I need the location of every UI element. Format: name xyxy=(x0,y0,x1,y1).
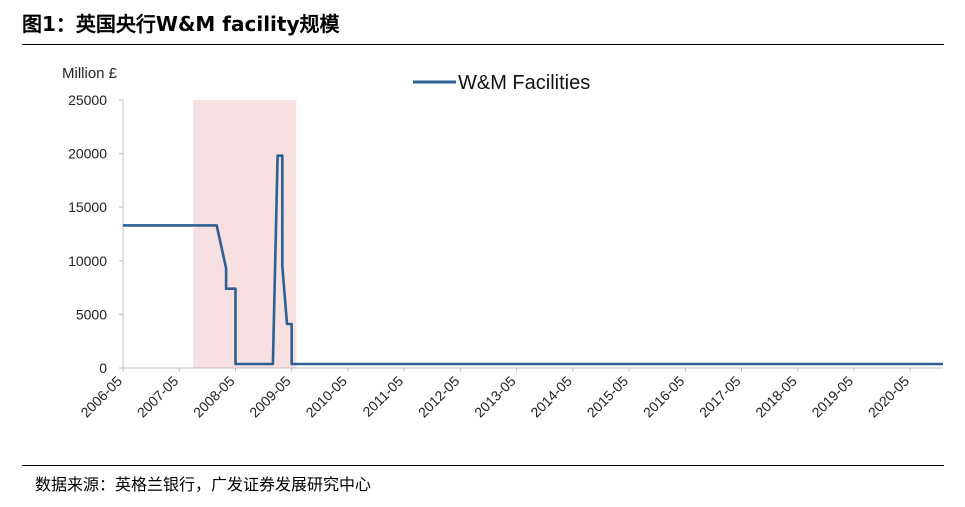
x-tick-label: 2015-05 xyxy=(584,373,632,421)
x-axis-ticks: 2006-05 2007-05 2008-05 2009-05 2010-05 2011-… xyxy=(77,368,912,420)
legend: W&M Facilities xyxy=(413,72,590,94)
x-tick-label: 2006-05 xyxy=(77,373,125,421)
y-tick-label: 15000 xyxy=(68,199,107,215)
x-tick-label: 2017-05 xyxy=(696,373,744,421)
x-tick-label: 2018-05 xyxy=(752,373,800,421)
x-tick-label: 2011-05 xyxy=(359,373,406,420)
source-rule xyxy=(22,465,944,466)
y-tick-label: 20000 xyxy=(68,146,107,162)
y-tick-label: 25000 xyxy=(68,92,107,108)
source-note: 数据来源：英格兰银行，广发证券发展研究中心 xyxy=(35,475,372,494)
line-chart: 0 5000 10000 15000 20000 25000 2006-05 2007-05… xyxy=(62,65,943,420)
y-axis-ticks: 0 5000 10000 15000 20000 25000 xyxy=(68,92,123,376)
x-tick-label: 2008-05 xyxy=(190,373,238,421)
legend-label-wm-facilities: W&M Facilities xyxy=(458,72,590,94)
y-tick-label: 0 xyxy=(99,360,107,376)
x-tick-label: 2014-05 xyxy=(527,373,575,421)
title-rule xyxy=(22,44,944,45)
x-tick-label: 2010-05 xyxy=(302,373,350,421)
x-tick-label: 2020-05 xyxy=(865,373,913,421)
x-tick-label: 2019-05 xyxy=(808,373,856,421)
x-tick-label: 2013-05 xyxy=(471,373,519,421)
crisis-shaded-period xyxy=(193,100,297,368)
series-line-wm-facilities xyxy=(123,154,943,366)
y-tick-label: 5000 xyxy=(76,306,107,322)
y-tick-label: 10000 xyxy=(68,253,107,269)
figure-title: 图1：英国央行W&M facility规模 xyxy=(22,12,340,36)
x-tick-label: 2009-05 xyxy=(246,373,294,421)
x-tick-label: 2016-05 xyxy=(640,373,688,421)
x-tick-label: 2012-05 xyxy=(415,373,463,421)
y-axis-unit-label: Million £ xyxy=(62,65,118,82)
x-tick-label: 2007-05 xyxy=(134,373,182,421)
